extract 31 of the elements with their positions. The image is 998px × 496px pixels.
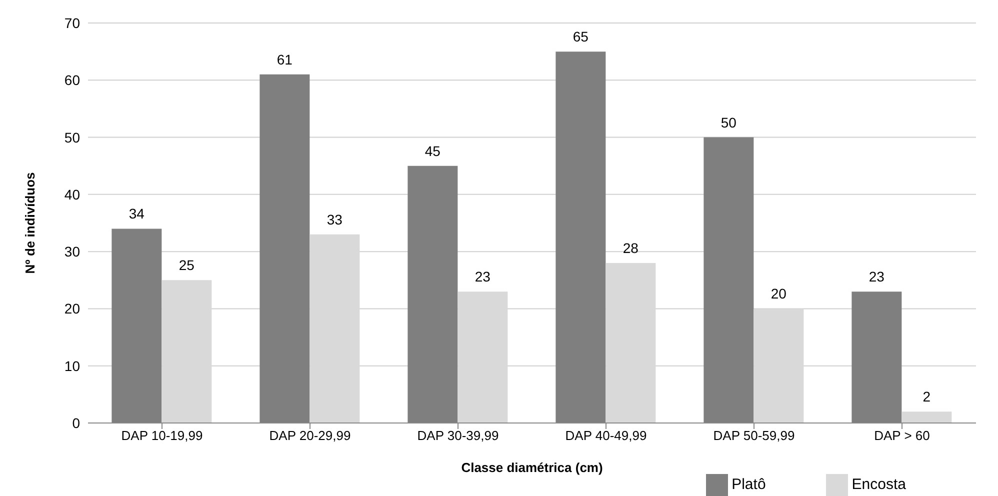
bar — [902, 412, 952, 423]
data-label: 23 — [868, 268, 885, 285]
data-label: 65 — [572, 28, 589, 45]
data-label: 33 — [326, 211, 343, 228]
data-label: 25 — [178, 257, 195, 274]
x-tick-label: DAP 30-39,99 — [417, 428, 499, 444]
y-tick-label: 20 — [64, 300, 80, 317]
x-tick-label: DAP 10-19,99 — [121, 428, 203, 444]
x-tick-label: DAP 40-49,99 — [565, 428, 647, 444]
data-label: 34 — [128, 206, 145, 222]
y-tick-label: 10 — [64, 358, 80, 374]
data-label: 23 — [474, 268, 491, 285]
data-label: 50 — [720, 114, 737, 130]
x-tick-label: DAP 20-29,99 — [269, 428, 351, 444]
data-label: 45 — [424, 142, 441, 159]
y-axis-title: Nº de indivíduos — [22, 172, 38, 274]
y-tick-label: 40 — [64, 186, 80, 202]
y-tick-label: 30 — [64, 244, 80, 260]
y-tick-label: 0 — [72, 414, 80, 431]
y-tick-label: 70 — [64, 14, 80, 31]
data-label: 28 — [622, 240, 639, 256]
data-label: 20 — [770, 286, 787, 302]
x-tick-label: DAP 50-59,99 — [713, 428, 795, 444]
data-label: 61 — [276, 51, 293, 68]
x-tick-label: DAP > 60 — [874, 428, 930, 444]
y-tick-label: 60 — [64, 72, 80, 88]
y-tick-label: 50 — [64, 129, 80, 146]
legend-label: Platô — [732, 476, 766, 493]
legend-label: Encosta — [852, 476, 906, 493]
x-axis-title: Classe diamétrica (cm) — [461, 460, 603, 475]
data-label: 2 — [922, 388, 931, 405]
